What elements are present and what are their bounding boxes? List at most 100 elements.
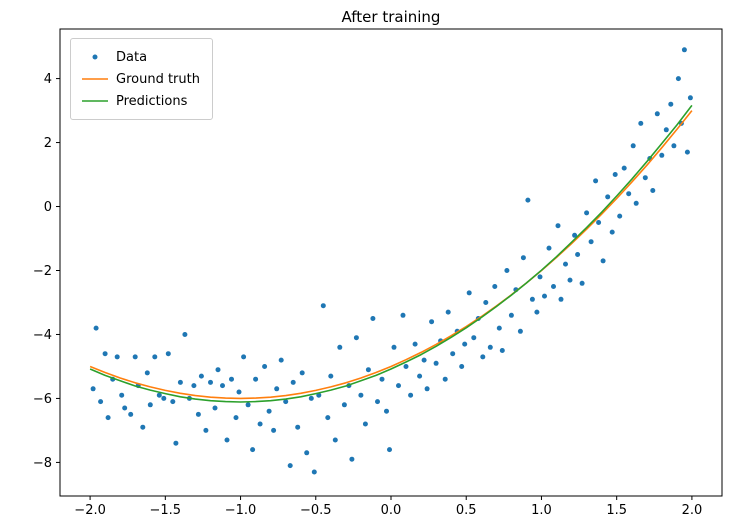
y-tick-label: −8 xyxy=(33,456,52,471)
data-point xyxy=(412,341,418,347)
data-point xyxy=(266,408,272,414)
data-point xyxy=(271,427,277,433)
data-point xyxy=(466,290,472,296)
data-point xyxy=(105,415,111,421)
data-point xyxy=(567,277,573,283)
data-point xyxy=(487,344,493,350)
data-point xyxy=(442,376,448,382)
legend-marker-icon xyxy=(80,50,110,64)
data-point xyxy=(245,402,251,408)
data-point xyxy=(546,245,552,251)
data-point xyxy=(529,296,535,302)
data-point xyxy=(156,392,162,398)
data-point xyxy=(480,354,486,360)
data-point xyxy=(140,424,146,430)
data-point xyxy=(161,395,167,401)
data-point xyxy=(593,178,599,184)
data-point xyxy=(332,437,338,443)
data-point xyxy=(379,376,385,382)
data-point xyxy=(195,411,201,417)
legend-item-predictions: Predictions xyxy=(80,90,200,112)
legend-label: Data xyxy=(116,49,148,65)
data-point xyxy=(132,354,138,360)
data-point xyxy=(462,341,468,347)
x-tick-label: 0.0 xyxy=(381,503,402,518)
data-point xyxy=(609,229,615,235)
data-point xyxy=(663,127,669,133)
legend-label: Ground truth xyxy=(116,71,200,87)
data-point xyxy=(102,351,108,357)
data-point xyxy=(353,335,359,341)
data-point xyxy=(621,165,627,171)
data-point xyxy=(429,319,435,325)
legend-line-icon xyxy=(80,94,110,108)
data-point xyxy=(459,364,465,369)
data-point xyxy=(370,316,376,321)
data-point xyxy=(659,152,665,158)
data-point xyxy=(299,370,305,376)
data-point xyxy=(98,399,104,405)
data-point xyxy=(626,191,632,197)
y-tick-label: 0 xyxy=(44,200,52,215)
x-tick-label: 0.5 xyxy=(456,503,477,518)
y-tick-label: −6 xyxy=(33,392,52,407)
chart-title: After training xyxy=(341,8,441,26)
data-point xyxy=(534,309,540,315)
data-point xyxy=(471,335,477,341)
legend-label: Predictions xyxy=(116,93,188,109)
y-tick-label: −4 xyxy=(33,328,52,343)
data-point xyxy=(362,421,368,427)
data-point xyxy=(358,392,364,398)
data-point xyxy=(654,111,660,117)
data-point xyxy=(450,351,456,357)
data-point xyxy=(308,395,314,401)
data-point xyxy=(304,450,310,456)
x-tick-label: −0.5 xyxy=(300,503,332,518)
data-point xyxy=(525,197,531,203)
data-point xyxy=(93,325,99,331)
data-point xyxy=(563,261,568,267)
data-point xyxy=(152,354,158,360)
data-point xyxy=(575,252,581,257)
data-point xyxy=(650,188,656,193)
data-point xyxy=(504,268,510,273)
data-point xyxy=(400,312,406,318)
data-point xyxy=(403,364,409,369)
data-point xyxy=(295,424,301,430)
data-point xyxy=(147,402,153,408)
x-tick-label: 1.0 xyxy=(531,503,552,518)
data-point xyxy=(433,360,439,366)
data-point xyxy=(424,386,430,392)
data-point xyxy=(287,463,293,469)
data-point xyxy=(208,379,213,385)
y-tick-label: 4 xyxy=(44,72,52,87)
data-point xyxy=(600,258,606,264)
data-point xyxy=(499,348,505,353)
data-point xyxy=(642,175,648,181)
data-point xyxy=(236,389,242,395)
data-point xyxy=(445,309,451,315)
data-point xyxy=(633,200,639,206)
data-point xyxy=(122,405,128,411)
data-point xyxy=(684,149,690,155)
legend: Data Ground truth Predictions xyxy=(70,38,213,120)
data-point xyxy=(290,379,296,385)
data-point xyxy=(681,47,687,53)
data-point xyxy=(612,172,618,177)
data-point xyxy=(421,357,427,363)
legend-item-data: Data xyxy=(80,46,200,68)
data-point xyxy=(408,392,414,398)
x-tick-label: −1.5 xyxy=(150,503,182,518)
data-point xyxy=(215,367,221,373)
data-point xyxy=(537,274,543,280)
data-point xyxy=(671,143,677,149)
data-point xyxy=(391,344,397,350)
data-point xyxy=(262,364,268,369)
data-point xyxy=(203,427,209,433)
series-line-predictions xyxy=(89,104,693,403)
series-line-ground-truth xyxy=(89,110,693,400)
data-point xyxy=(233,415,239,421)
data-point xyxy=(229,376,234,382)
